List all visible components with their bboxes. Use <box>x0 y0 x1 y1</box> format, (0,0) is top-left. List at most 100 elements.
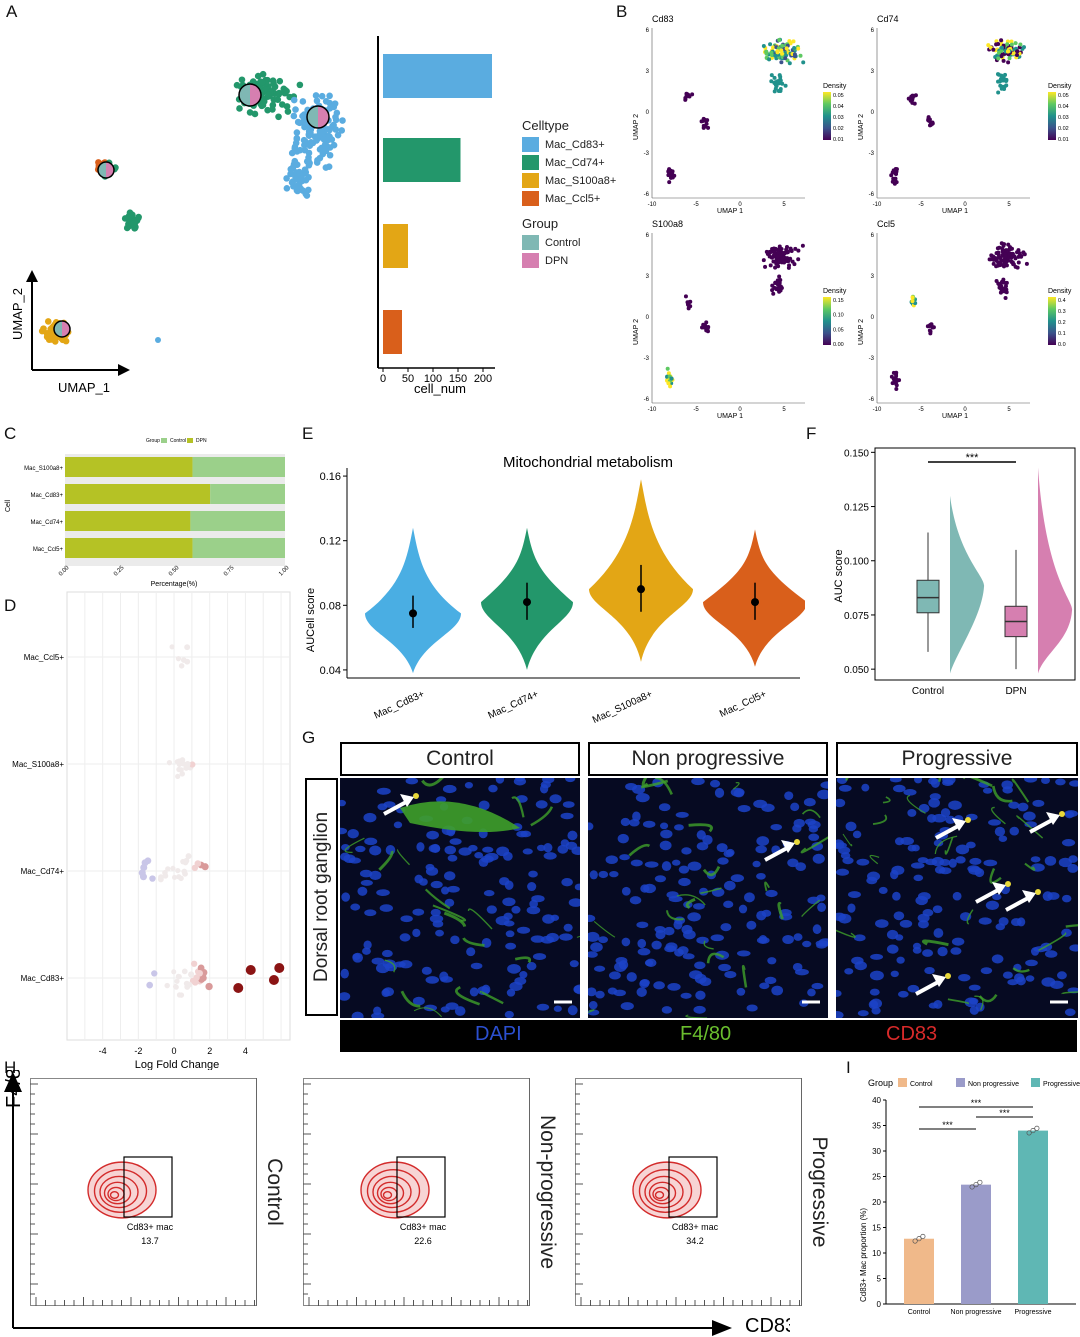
g-f480-signal <box>934 835 958 855</box>
h-flow-plot-1: Cd83+ mac 22.6 <box>303 1078 563 1306</box>
g-nucleus <box>486 905 497 914</box>
density-x-tick: -5 <box>918 407 924 413</box>
bar-Mac_Ccl5+ <box>383 310 402 354</box>
g-nucleus <box>464 781 473 789</box>
bar-Mac_S100a8+ <box>383 224 408 268</box>
density-point <box>765 251 770 256</box>
g-nucleus <box>793 933 803 941</box>
d-gene-point <box>175 867 181 874</box>
density-y-tick: 6 <box>646 28 650 34</box>
density-point <box>999 78 1004 83</box>
density-point <box>994 278 999 283</box>
density-point <box>927 117 932 122</box>
d-gene-point <box>149 875 156 882</box>
g-nucleus <box>709 779 721 788</box>
c-y-label: Cell <box>5 499 12 512</box>
f-half-violin <box>1038 467 1073 674</box>
d-gene-point <box>165 866 171 872</box>
g-nucleus <box>808 825 819 833</box>
density-y-tick: 3 <box>871 69 875 75</box>
density-point <box>892 170 897 175</box>
density-point <box>1014 52 1019 57</box>
g-f480-signal <box>991 806 1006 825</box>
g-nucleus <box>376 889 390 897</box>
umap-cell-point <box>130 220 137 228</box>
f-y-label: AUC score <box>833 549 845 602</box>
density-colorbar-tick: 0.00 <box>833 342 844 348</box>
g-nucleus <box>589 870 598 880</box>
h-gate-label: Cd83+ mac <box>127 1222 174 1232</box>
d-gene-point <box>183 857 190 864</box>
umap-cell-point <box>295 168 303 176</box>
g-nucleus <box>588 951 598 958</box>
density-point <box>787 263 792 268</box>
panel-letter-h: H <box>4 1058 17 1077</box>
density-legend-title: Density <box>1048 288 1072 295</box>
g-nucleus <box>399 960 413 969</box>
g-nucleus <box>568 898 580 907</box>
c-legend-title: Group <box>146 438 160 444</box>
umap-cell-point <box>254 72 262 80</box>
umap-cell-point <box>296 81 304 89</box>
density-colorbar-tick: 0.02 <box>833 126 844 132</box>
d-x-tick: 4 <box>243 1046 248 1056</box>
g-nucleus <box>532 953 547 961</box>
density-point <box>1011 262 1016 267</box>
density-colorbar-tick: 0.10 <box>833 313 844 319</box>
g-nucleus <box>998 835 1008 843</box>
group-pie-control <box>54 321 62 337</box>
g-nucleus <box>856 858 870 866</box>
e-violin-Mac_Ccl5+ <box>703 529 805 667</box>
g-nucleus <box>896 956 905 964</box>
g-f480-signal <box>700 887 722 894</box>
density-point <box>1007 252 1012 257</box>
g-f480-signal <box>588 1009 595 1014</box>
e-y-tick-label: 0.16 <box>320 471 341 483</box>
g-nucleus <box>526 962 537 971</box>
density-point <box>780 43 785 48</box>
umap-cell-point <box>291 145 299 152</box>
g-f480-signal <box>732 782 740 790</box>
g-nucleus <box>716 843 728 853</box>
g-nucleus <box>892 891 901 901</box>
g-f480-signal <box>688 823 713 833</box>
g-nucleus <box>1067 863 1078 873</box>
g-nucleus <box>687 912 701 922</box>
g-nucleus <box>730 787 745 797</box>
h-side-label: Control <box>262 1158 286 1226</box>
g-f480-signal <box>836 929 856 938</box>
g-f480-signal <box>978 993 998 1003</box>
group-legend-label: Control <box>545 236 581 249</box>
density-point <box>701 116 706 121</box>
h-density-contour <box>376 1181 405 1205</box>
density-point <box>999 241 1004 246</box>
g-nucleus <box>483 890 495 897</box>
density-y-label: UMAP 2 <box>858 114 865 140</box>
g-nucleus <box>955 856 966 864</box>
g-nucleus <box>355 845 366 853</box>
g-micrograph-control <box>340 778 580 1018</box>
d-gene-point <box>158 874 164 881</box>
g-f480-signal <box>800 836 828 854</box>
g-nucleus <box>836 868 850 876</box>
g-f480-signal <box>801 899 821 917</box>
g-nucleus <box>752 860 761 868</box>
density-y-tick: 0 <box>871 315 875 321</box>
g-f480-signal <box>530 806 554 827</box>
g-nucleus <box>449 838 462 845</box>
density-point <box>668 384 673 389</box>
g-f480-signal <box>479 990 504 1005</box>
g-nucleus <box>377 803 388 811</box>
umap-cell-point <box>313 159 321 166</box>
g-nucleus <box>816 942 828 949</box>
g-nucleus <box>540 935 555 944</box>
umap-cell-point <box>330 141 338 149</box>
g-nucleus <box>1064 1008 1076 1017</box>
g-nucleus <box>756 910 767 921</box>
density-point <box>1018 42 1023 47</box>
density-point <box>1013 41 1018 46</box>
density-colorbar-tick: 0.2 <box>1058 320 1066 326</box>
g-nucleus <box>557 844 569 854</box>
i-bar-Progressive <box>1018 1130 1048 1304</box>
umap-cell-point <box>301 146 309 154</box>
